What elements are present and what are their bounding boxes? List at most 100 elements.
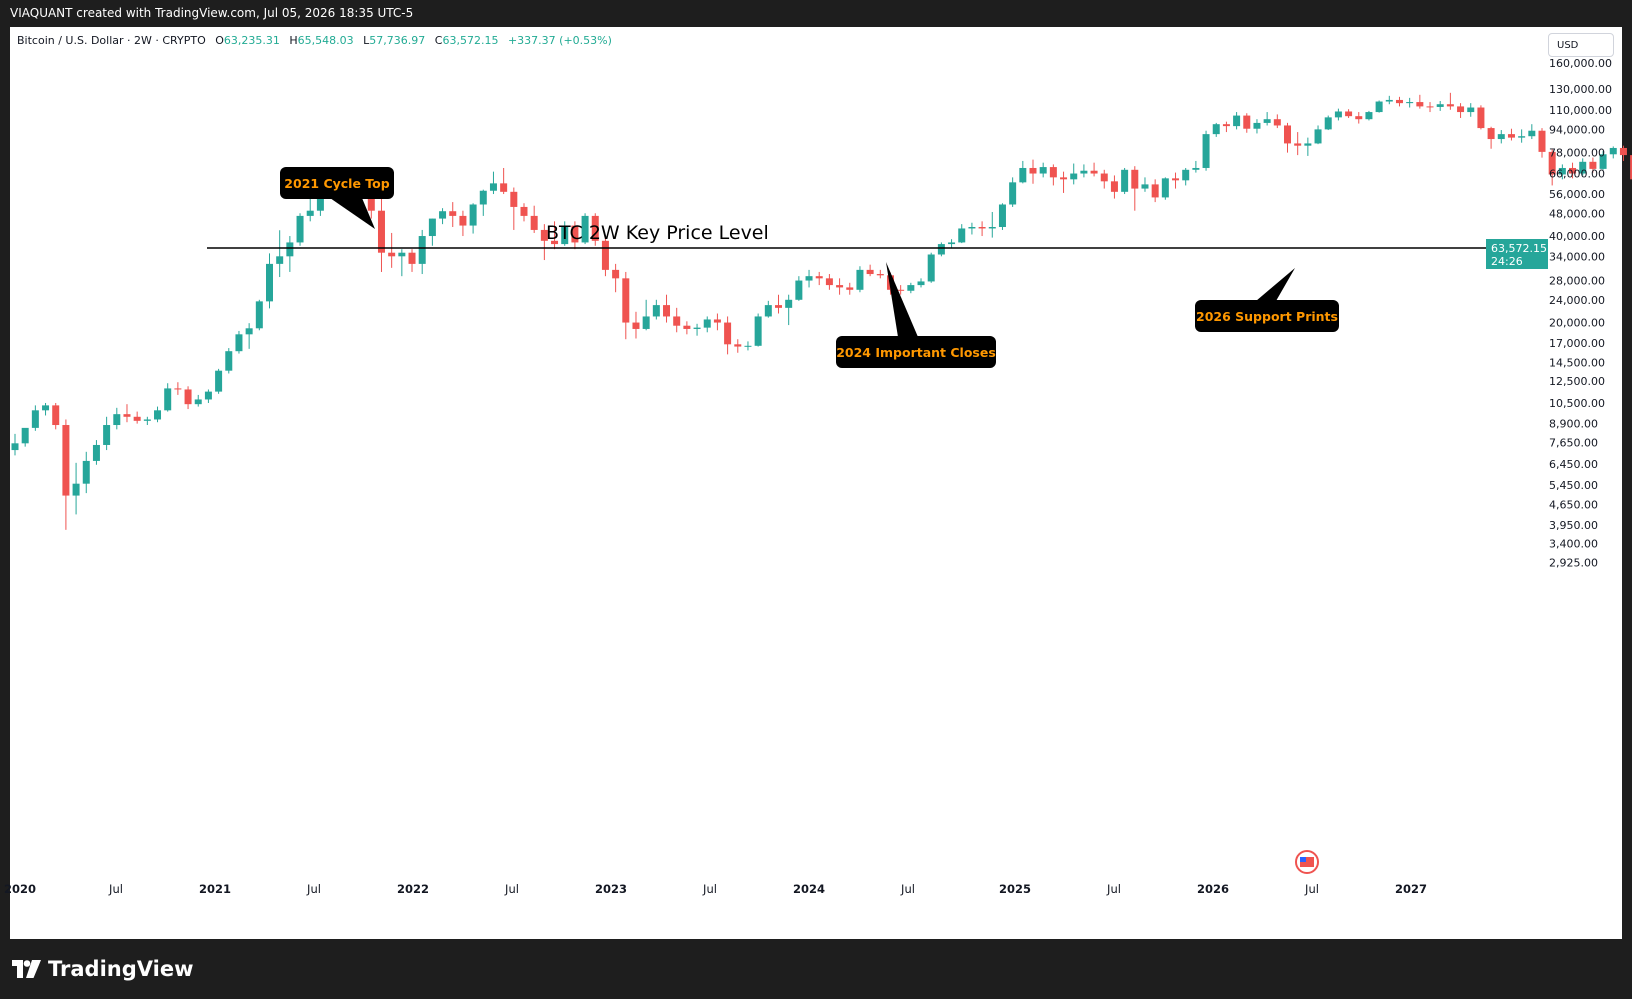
candle-up <box>1253 122 1261 129</box>
candle-up <box>286 242 294 257</box>
candle-down <box>52 405 60 426</box>
candle-down <box>734 344 742 347</box>
candle-up <box>652 305 660 317</box>
open-value: 63,235.31 <box>223 34 280 47</box>
candle-down <box>1090 170 1098 174</box>
candle-down <box>1284 125 1291 144</box>
time-tick-label: Jul <box>504 882 519 896</box>
candle-up <box>1233 115 1241 127</box>
candle-up <box>418 236 426 264</box>
candle-down <box>388 252 396 257</box>
candle-up <box>1518 136 1526 138</box>
candle-up <box>917 281 925 286</box>
candle-up <box>744 345 752 347</box>
price-tick-label: 4,650.00 <box>1549 499 1598 512</box>
candle-up <box>958 228 966 243</box>
time-tick-label: Jul <box>108 882 123 896</box>
close-value: 63,572.15 <box>442 34 499 47</box>
candle-down <box>510 191 518 207</box>
candle-up <box>1375 101 1383 113</box>
candle-up <box>21 427 29 444</box>
candle-down <box>1172 178 1180 181</box>
candle-down <box>866 269 874 275</box>
candle-down <box>133 416 141 421</box>
candle-up <box>1558 167 1566 175</box>
price-tick-label: 160,000.00 <box>1549 57 1612 70</box>
candle-up <box>194 399 202 405</box>
candle-up <box>581 215 589 243</box>
symbol-name[interactable]: Bitcoin / U.S. Dollar · 2W · CRYPTO <box>17 34 206 47</box>
candle-up <box>225 351 233 371</box>
candle-up <box>1019 167 1027 183</box>
candle-up <box>1304 143 1312 146</box>
candle-down <box>1477 107 1485 129</box>
candle-up <box>1141 184 1149 189</box>
price-tick-label: 34,000.00 <box>1549 250 1605 263</box>
price-tick-label: 3,400.00 <box>1549 538 1598 551</box>
low-label: L <box>363 34 370 47</box>
time-tick-label: 2026 <box>1197 882 1229 896</box>
important-closes-callout-box <box>836 336 996 368</box>
candle-up <box>266 263 273 302</box>
candle-up <box>489 183 497 191</box>
candle-down <box>1243 115 1251 129</box>
candle-up <box>215 370 223 392</box>
price-tick-label: 130,000.00 <box>1549 83 1612 96</box>
important-closes-callout-label: 2024 Important Closes <box>836 345 996 360</box>
candle-up <box>1039 167 1047 174</box>
candle-down <box>1049 167 1057 178</box>
candle-down <box>571 225 579 243</box>
cycle-top-callout-pointer <box>330 198 375 229</box>
candle-up <box>642 316 650 329</box>
candle-down <box>897 289 905 291</box>
candle-down <box>713 319 721 323</box>
candle-up <box>1324 117 1332 130</box>
candle-up <box>92 444 100 461</box>
candle-up <box>805 276 813 281</box>
candle-up <box>1365 112 1373 120</box>
candle-down <box>1457 106 1465 113</box>
candle-up <box>764 305 772 317</box>
candle-down <box>724 322 732 345</box>
candle-down <box>520 206 528 216</box>
candle-down <box>551 240 559 245</box>
candle-down <box>1569 167 1577 174</box>
candle-down <box>540 229 548 241</box>
candle-up <box>42 405 50 411</box>
time-tick-label: 2024 <box>793 882 825 896</box>
candle-up <box>428 218 436 237</box>
price-tick-label: 14,500.00 <box>1549 357 1605 370</box>
candle-down <box>1548 151 1556 175</box>
candle-up <box>1192 167 1200 170</box>
chart-frame[interactable] <box>10 27 1622 939</box>
candle-up <box>988 227 996 229</box>
candle-down <box>632 322 640 329</box>
candle-up <box>785 299 793 308</box>
candle-down <box>174 388 182 390</box>
attribution-bar: VIAQUANT created with TradingView.com, J… <box>0 0 1632 27</box>
candle-down <box>1294 143 1302 146</box>
candle-down <box>978 227 986 229</box>
key-level-label: BTC 2W Key Price Level <box>546 222 769 244</box>
candle-up <box>72 483 80 496</box>
candle-up <box>1609 147 1617 155</box>
candle-down <box>1426 106 1434 108</box>
candle-down <box>1345 111 1353 117</box>
candle-down <box>377 210 385 253</box>
price-tick-label: 20,000.00 <box>1549 317 1605 330</box>
candle-down <box>1151 184 1159 198</box>
price-tick-label: 56,000.00 <box>1549 188 1605 201</box>
currency-selector[interactable]: USD <box>1548 33 1614 57</box>
candle-up <box>479 190 487 205</box>
candle-down <box>1630 155 1632 180</box>
candle-down <box>1538 130 1546 152</box>
candle-down <box>1355 116 1363 120</box>
candle-up <box>998 204 1006 228</box>
time-tick-label: Jul <box>306 882 321 896</box>
time-tick-label: Jul <box>900 882 915 896</box>
price-tick-label: 12,500.00 <box>1549 375 1605 388</box>
time-tick-label: Jul <box>702 882 717 896</box>
tradingview-logo[interactable]: TradingView <box>12 957 193 981</box>
time-tick-label: 2027 <box>1395 882 1427 896</box>
